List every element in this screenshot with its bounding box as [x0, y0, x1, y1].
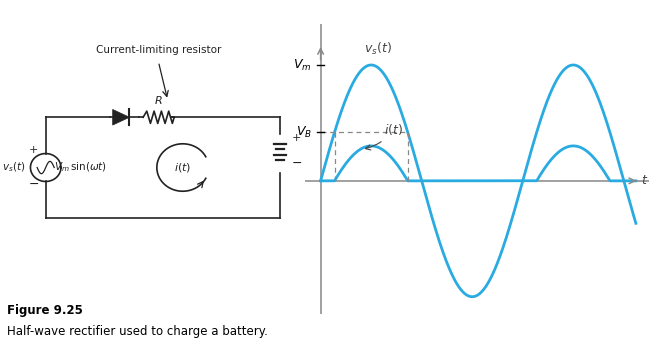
- Text: +: +: [29, 145, 38, 155]
- Text: Current-limiting resistor: Current-limiting resistor: [96, 45, 221, 55]
- Text: Half-wave rectifier used to charge a battery.: Half-wave rectifier used to charge a bat…: [7, 325, 267, 337]
- Text: Figure 9.25: Figure 9.25: [7, 304, 83, 317]
- Text: $i(t)$: $i(t)$: [365, 122, 403, 150]
- Text: $V_B$: $V_B$: [295, 125, 312, 140]
- Text: $V_B$: $V_B$: [312, 143, 327, 158]
- Text: −: −: [28, 178, 39, 191]
- Text: −: −: [292, 157, 302, 170]
- Text: $V_m$: $V_m$: [293, 58, 312, 73]
- Text: $R$: $R$: [154, 94, 163, 105]
- Text: $i(t)$: $i(t)$: [174, 161, 191, 174]
- Text: $V_m\,\sin(\omega t)$: $V_m\,\sin(\omega t)$: [54, 161, 107, 174]
- Text: $t$: $t$: [641, 174, 648, 187]
- Polygon shape: [113, 110, 130, 125]
- Text: +: +: [292, 133, 302, 143]
- Text: $v_s(t)$: $v_s(t)$: [2, 161, 25, 174]
- Text: $v_s(t)$: $v_s(t)$: [364, 41, 392, 57]
